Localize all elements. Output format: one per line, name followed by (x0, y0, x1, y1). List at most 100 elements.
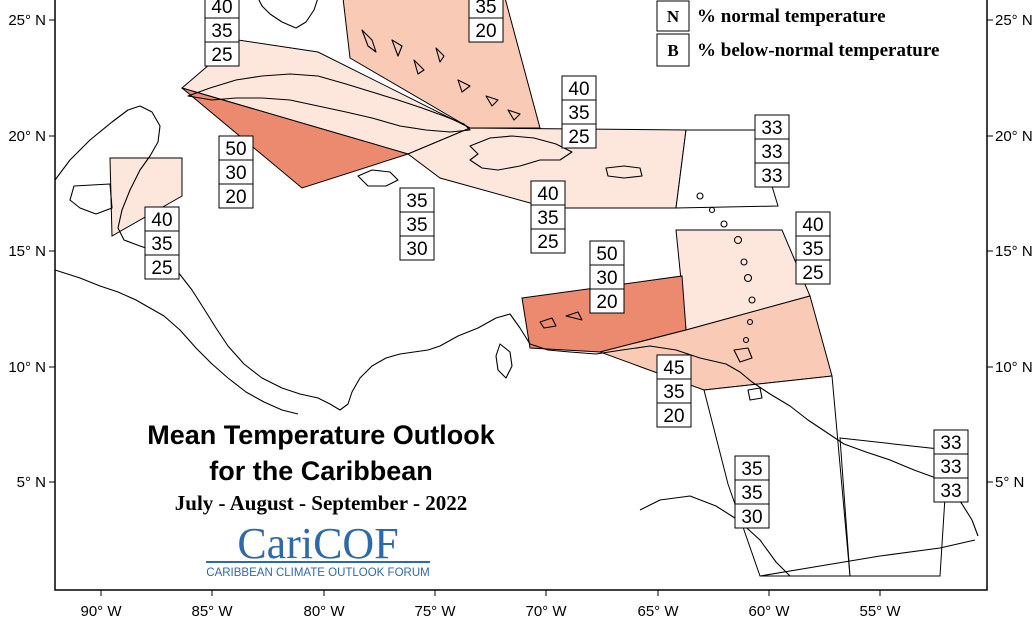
forecast-cell (530, 228, 566, 254)
forecast-cell (754, 138, 790, 164)
lon-label: 90° W (80, 603, 122, 620)
maracaibo-lake (495, 343, 513, 379)
forecast-cell (656, 402, 692, 428)
forecast-cell (933, 453, 969, 479)
forecast-value: 25 (537, 232, 558, 253)
forecast-value: 35 (406, 191, 427, 212)
forecast-value: 35 (663, 382, 684, 403)
zone-northern-leewards (675, 129, 779, 209)
forecast-value: 40 (211, 0, 232, 18)
forecast-period: July - August - September - 2022 (175, 491, 467, 515)
forecast-cell (399, 187, 435, 213)
forecast-box-abc-islands-north-venezuela: 50 30 20 (589, 240, 625, 314)
forecast-cell (144, 254, 180, 280)
title-block: Mean Temperature Outlook for the Caribbe… (147, 420, 496, 515)
lat-label: 15° N (995, 243, 1033, 260)
forecast-box-west-cuba-cayman-jamaica: 50 30 20 (218, 135, 254, 209)
lon-label: 65° W (637, 603, 679, 620)
map-title: Mean Temperature Outlook (147, 420, 496, 450)
forecast-box-guyana: 35 35 30 (734, 455, 770, 529)
forecast-value: 30 (596, 268, 617, 289)
forecast-value: 35 (211, 21, 232, 42)
jamaica-island (357, 169, 399, 187)
forecast-cell (754, 114, 790, 140)
south-america-inland (639, 495, 791, 577)
zone-suriname (839, 437, 949, 577)
forecast-value: 35 (741, 459, 762, 480)
forecast-cell (468, 17, 504, 43)
forecast-cell (933, 477, 969, 503)
forecast-value: 25 (568, 127, 589, 148)
forecast-cell (795, 259, 831, 285)
lat-label: 10° N (995, 359, 1033, 376)
forecast-cell (933, 429, 969, 455)
forecast-cell (204, 41, 240, 67)
forecast-value: 33 (940, 433, 961, 454)
south-america-coast (439, 313, 979, 537)
forecast-value: 40 (537, 184, 558, 205)
axis-ticks (49, 19, 993, 596)
forecast-cell (589, 264, 625, 290)
forecast-value: 33 (761, 142, 782, 163)
zone-guyana (703, 375, 851, 577)
forecast-value: 45 (663, 358, 684, 379)
forecast-cell (561, 123, 597, 149)
forecast-cell (218, 183, 254, 209)
legend-letter-n: N (667, 7, 680, 26)
forecast-cell (734, 479, 770, 505)
forecast-value: 35 (802, 239, 823, 260)
forecast-value: 33 (940, 481, 961, 502)
forecast-value: 30 (225, 163, 246, 184)
lon-label: 85° W (191, 603, 233, 620)
forecast-boxes: 4035255030204035253520353530403525403525… (144, 0, 969, 529)
forecast-cell (561, 99, 597, 125)
forecast-value: 40 (568, 79, 589, 100)
forecast-cell (589, 240, 625, 266)
forecast-cell (734, 503, 770, 529)
forecast-value: 20 (663, 406, 684, 427)
forecast-value: 35 (475, 0, 496, 18)
longitude-labels: 90° W 85° W 80° W 75° W 70° W 65° W 60° … (80, 603, 901, 620)
lat-label: 5° N (995, 474, 1024, 491)
forecast-value: 50 (225, 139, 246, 160)
forecast-cell (656, 354, 692, 380)
legend-letter-b: B (667, 41, 678, 60)
lat-label: 5° N (17, 474, 46, 491)
yucatan-shape (69, 183, 113, 215)
hispaniola-island (469, 135, 573, 171)
forecast-cell (561, 75, 597, 101)
forecast-cell (656, 378, 692, 404)
forecast-cell (399, 235, 435, 261)
central-america-coast (54, 105, 441, 411)
lon-label: 80° W (303, 603, 345, 620)
legend-text-n: % normal temperature (697, 6, 886, 27)
zone-belize (109, 157, 183, 237)
forecast-box-northern-leewards: 33 33 33 (754, 114, 790, 188)
forecast-cell (399, 211, 435, 237)
cuba-island (187, 73, 471, 133)
forecast-cell (795, 211, 831, 237)
forecast-value: 20 (596, 292, 617, 313)
forecast-box-trinidad-tobago-barbados: 45 35 20 (656, 354, 692, 428)
forecast-cell (204, 17, 240, 43)
lat-label: 20° N (8, 128, 46, 145)
forecast-box-turks-caicos: 40 35 25 (561, 75, 597, 149)
amazon-divide (759, 539, 976, 577)
forecast-box-suriname-french-guiana: 33 33 33 (933, 429, 969, 503)
latitude-labels-right: 25° N 20° N 15° N 10° N 5° N (995, 12, 1033, 491)
legend: N % normal temperature B % below-normal … (656, 0, 939, 67)
legend-key-n (656, 0, 690, 32)
forecast-box-north-cuba: 40 35 25 (204, 0, 240, 67)
forecast-value: 35 (406, 215, 427, 236)
lat-label: 10° N (8, 359, 46, 376)
forecast-value: 40 (151, 210, 172, 231)
forecast-cell (734, 455, 770, 481)
coastlines (54, 0, 979, 577)
bahamas-islands (361, 29, 521, 121)
lat-label: 25° N (995, 12, 1033, 29)
forecast-value: 20 (225, 187, 246, 208)
forecast-value: 25 (151, 258, 172, 279)
forecast-box-hispaniola-puerto-rico: 40 35 25 (530, 180, 566, 254)
legend-key-b (656, 33, 690, 67)
